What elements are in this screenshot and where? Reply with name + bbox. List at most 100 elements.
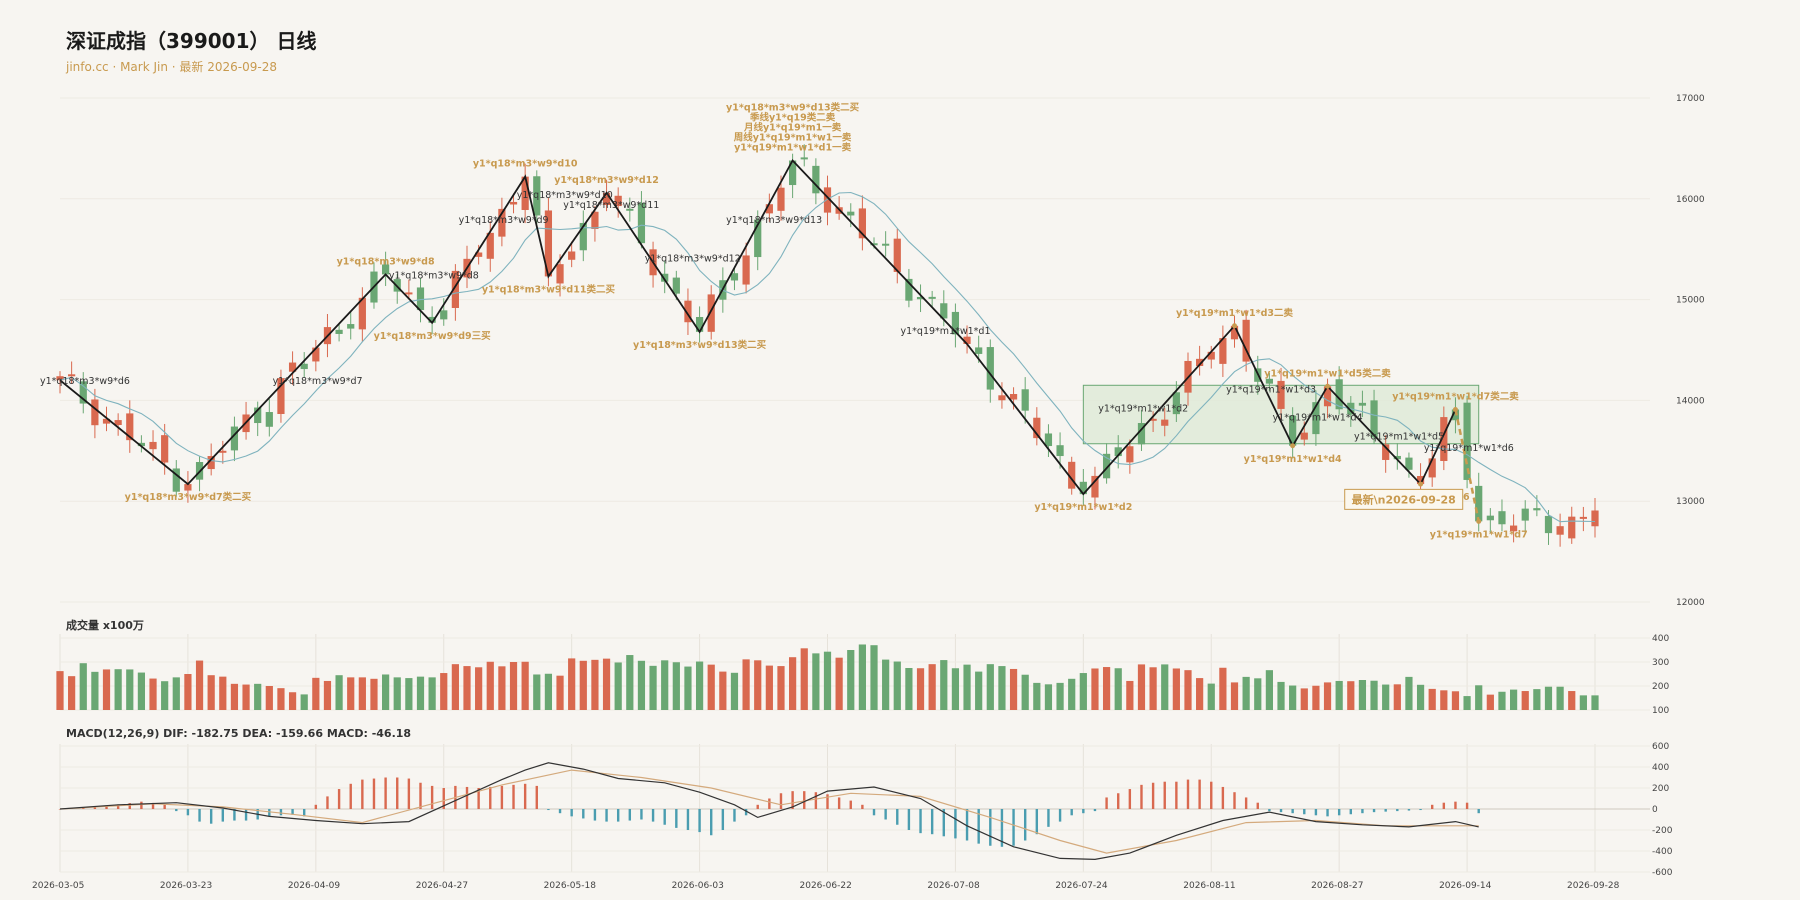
candle-body [1196,358,1204,367]
macd-histogram-bar [675,809,678,828]
signal-annotation-label: y1*q19*m1*w1*d7类二卖 [1392,390,1519,402]
volume-layer [56,644,1599,710]
volume-bar [102,669,111,710]
candle-body [951,311,960,335]
stroke-annotation-label: y1*q19*m1*w1*d1 [901,326,991,337]
volume-bar [1172,668,1180,710]
macd-histogram-bar [1233,792,1236,809]
volume-bar [416,676,425,710]
volume-bar [1114,668,1122,710]
candle-body [1056,445,1064,457]
candle-body [207,456,215,470]
candle-body [254,407,262,424]
candle-body [544,210,553,277]
macd-histogram-bar [756,804,759,809]
annotation-layer: y1*q18*m3*w9*d6 y1*q18*m3*w9*d7 y1*q18*m3*… [40,101,1528,540]
volume-bar [893,661,901,710]
volume-bar [1568,691,1576,710]
candle-body [870,243,878,246]
macd-histogram-bar [582,809,585,819]
macd-histogram-bar [1117,793,1120,809]
candle-body [184,484,192,491]
volume-y-tick-label: 100 [1652,706,1669,716]
volume-bar [684,666,692,710]
volume-bar [858,644,866,710]
volume-bar [149,678,157,710]
macd-histogram-bar [616,809,620,822]
volume-bar [823,651,832,710]
x-tick-label: 2026-03-23 [160,881,212,891]
candle-body [998,395,1006,401]
volume-bar [1242,676,1250,710]
candle-body [1440,417,1448,462]
volume-bar [1405,676,1413,710]
candle-body [602,192,611,205]
candle-body [637,202,646,244]
volume-bar [905,668,913,710]
macd-histogram-bar [303,809,306,817]
candle-body [451,270,459,308]
candle-body [789,160,797,186]
volume-bar [300,694,308,710]
signal-annotation-label: y1*q18*m3*w9*d12 [554,175,659,186]
page-title: 深证成指（399001） 日线 [66,29,316,53]
macd-histogram-bar [1128,789,1132,809]
volume-bar [533,674,541,710]
price-y-tick-label: 15000 [1676,296,1705,306]
macd-histogram-bar [326,796,329,809]
x-tick-label: 2026-07-24 [1055,881,1108,891]
macd-histogram-bar [628,809,632,821]
volume-bar [1021,674,1029,710]
volume-bar [1393,684,1401,710]
candle-body [800,157,808,160]
macd-histogram-bar [1477,809,1480,814]
candle-body [1475,485,1483,522]
candle-body [219,450,227,453]
candle-body [1265,378,1273,384]
latest-badge-text: 最新\n2026-09-28 [1352,492,1456,506]
macd-histogram-bar [291,809,294,815]
volume-bar [1102,667,1111,710]
candle-body [777,187,785,211]
volume-y-tick-label: 400 [1652,634,1669,644]
candle-body [614,195,622,207]
volume-bar [916,668,925,710]
macd-histogram-bar [558,809,562,814]
volume-bar [1591,695,1599,710]
volume-bar [254,683,262,710]
candle-body [312,347,320,362]
volume-bar [730,672,739,710]
candle-body [335,329,343,334]
candle-body [626,208,634,211]
candle-body [1137,423,1146,445]
candle-body [533,176,541,216]
candle-body [1149,418,1157,421]
candle-body [1277,380,1285,409]
axis-tick-layer: 2026-03-05 2026-03-23 2026-04-09 2026-04-27… [32,94,1705,891]
volume-bar [626,655,634,710]
macd-histogram-bar [954,809,957,839]
candle-body [1486,515,1494,521]
macd-histogram-bar [279,809,283,816]
volume-bar [393,677,401,710]
candle-body [1021,389,1029,411]
macd-histogram-bar [407,778,411,809]
volume-bar [161,681,169,710]
volume-bar [219,676,227,710]
macd-histogram-bar [535,785,538,809]
volume-bar [1521,691,1529,710]
signal-annotation-label: y1*q18*m3*w9*d11类二买 [482,283,616,295]
volume-bar [1091,668,1099,710]
candle-body [1230,325,1239,340]
volume-bar [451,664,459,710]
volume-bar [928,664,936,710]
candle-body [1033,417,1041,439]
candle-body [1428,458,1436,478]
signal-annotation-label: y1*q18*m3*w9*d8 [337,256,435,267]
volume-bar [1009,668,1018,710]
macd-histogram-bar [186,809,190,816]
macd-histogram-bar [1442,802,1446,809]
candle-body [230,426,239,451]
signal-annotation-label: y1*q18*m3*w9*d7类二买 [125,491,252,503]
